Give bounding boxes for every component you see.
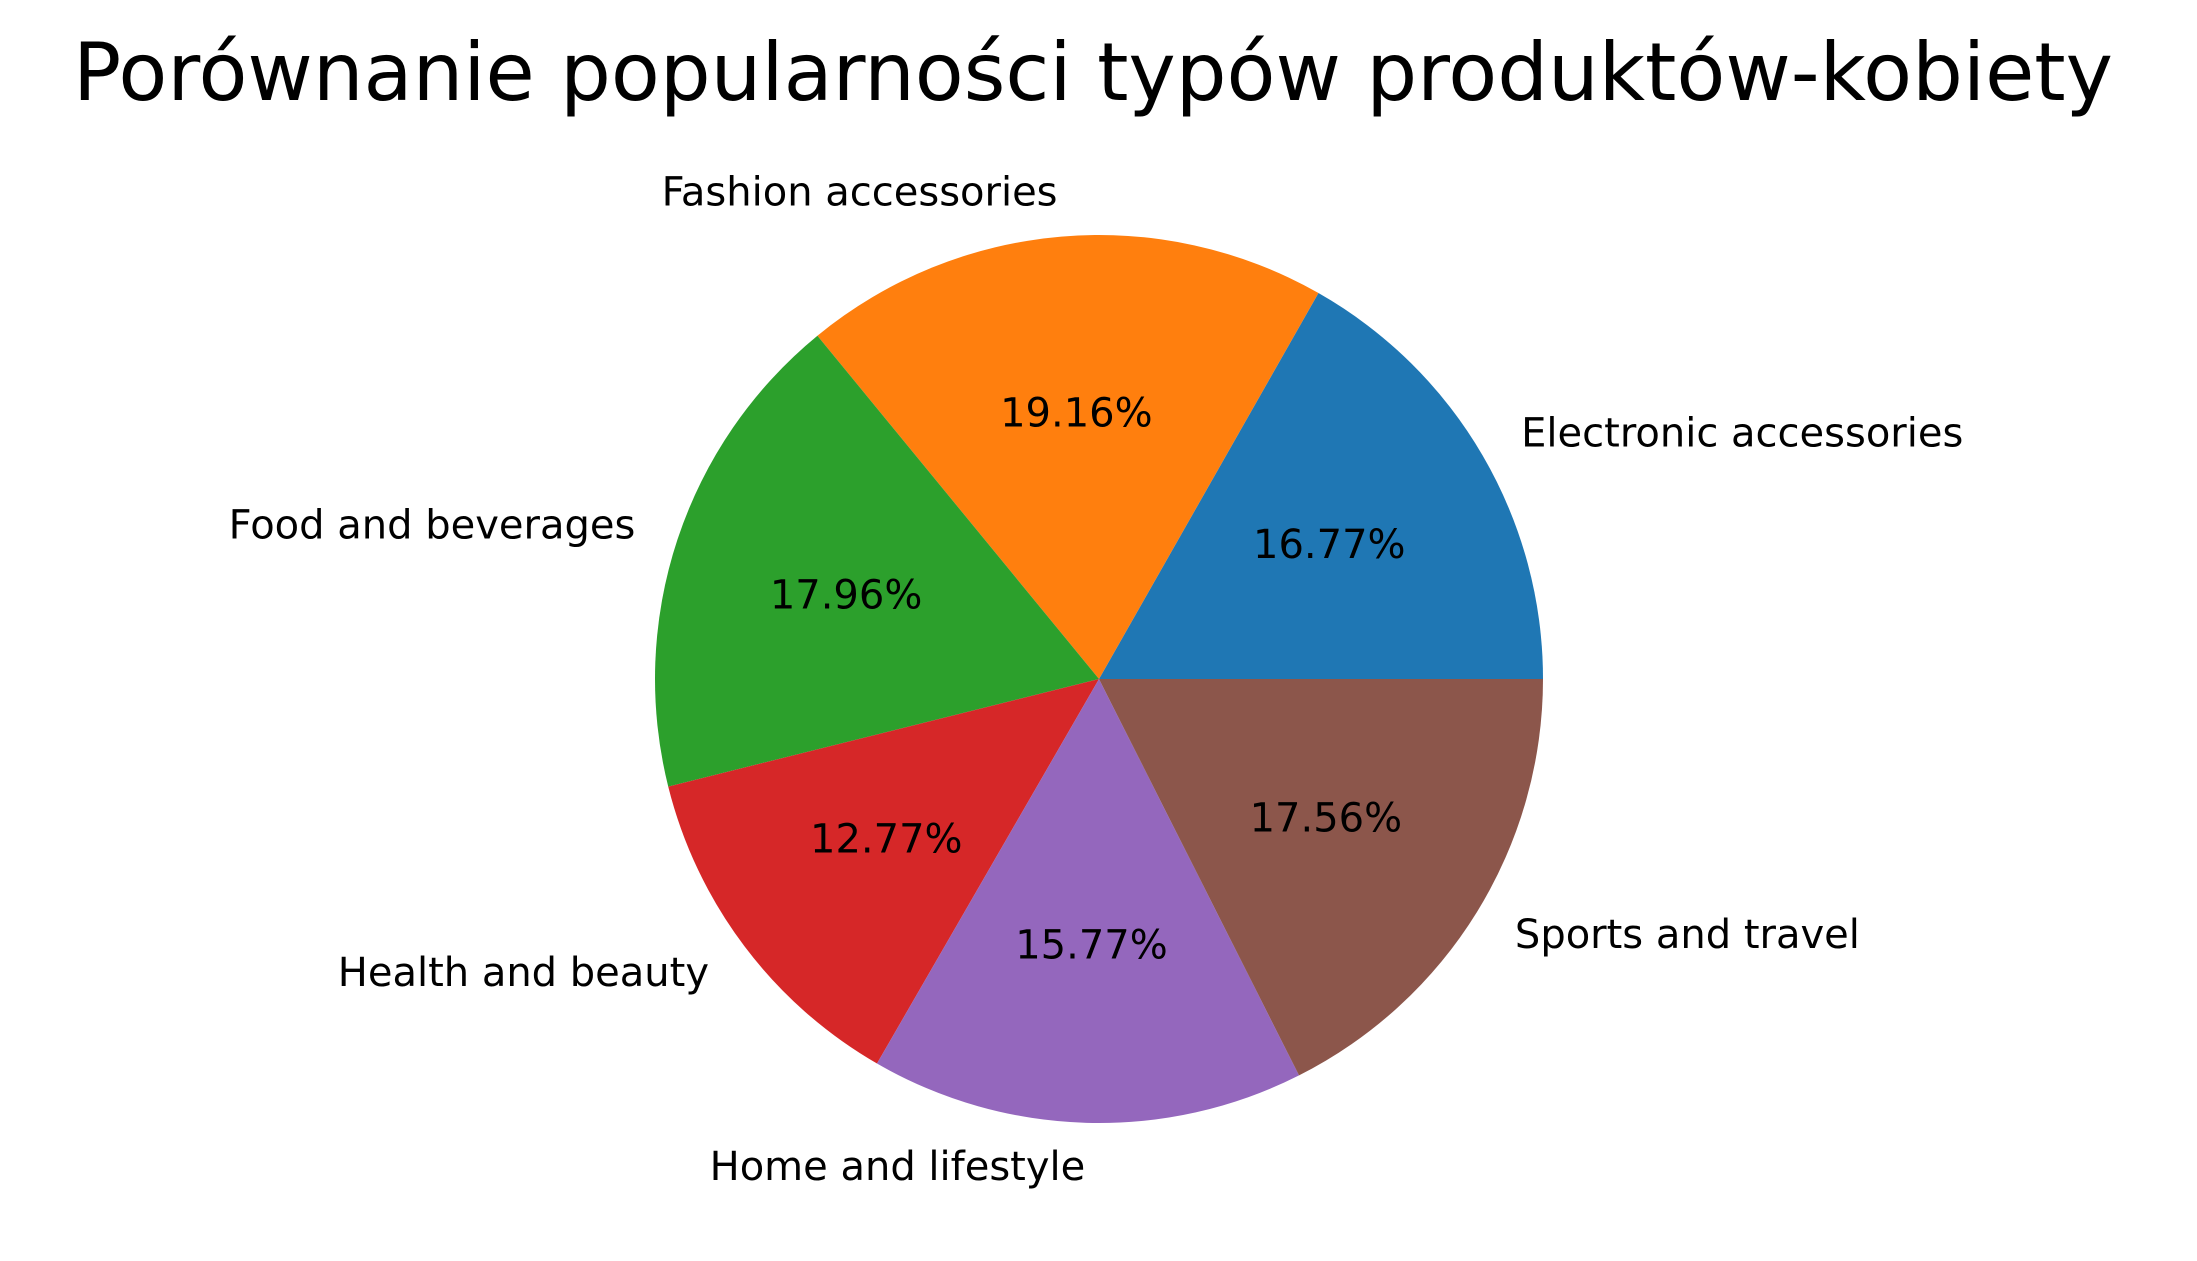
pie-slice-electronic-accessories xyxy=(1099,293,1543,679)
pie-slices xyxy=(655,234,1543,1123)
category-labels: Electronic accessories Fashion accessorie… xyxy=(229,169,1964,1190)
pie-slice-fashion-accessories xyxy=(817,234,1319,679)
percentage-label: 17.96% xyxy=(770,572,923,618)
percentage-label: 15.77% xyxy=(1015,922,1168,968)
percentage-label: 19.16% xyxy=(1000,391,1153,437)
percentage-label: 12.77% xyxy=(810,816,963,862)
category-label-home-and-lifestyle: Home and lifestyle xyxy=(710,1144,1086,1190)
percentage-labels: 16.77% 19.16% 17.96% 12.77% 15.77% 17.56% xyxy=(770,391,1406,969)
category-label-sports-and-travel: Sports and travel xyxy=(1515,912,1860,958)
pie-slice-food-and-beverages xyxy=(655,335,1099,787)
pie-slice-health-and-beauty xyxy=(668,679,1099,1064)
category-label-food-and-beverages: Food and beverages xyxy=(229,503,636,549)
category-label-health-and-beauty: Health and beauty xyxy=(338,950,709,996)
chart-title: Porównanie popularności typów produktów-… xyxy=(73,26,2113,119)
percentage-label: 17.56% xyxy=(1250,796,1403,842)
category-label-electronic-accessories: Electronic accessories xyxy=(1521,410,1963,456)
pie-slice-sports-and-travel xyxy=(1099,679,1543,1076)
percentage-label: 16.77% xyxy=(1253,522,1406,568)
category-label-fashion-accessories: Fashion accessories xyxy=(662,169,1058,215)
pie-slice-home-and-lifestyle xyxy=(877,679,1300,1123)
